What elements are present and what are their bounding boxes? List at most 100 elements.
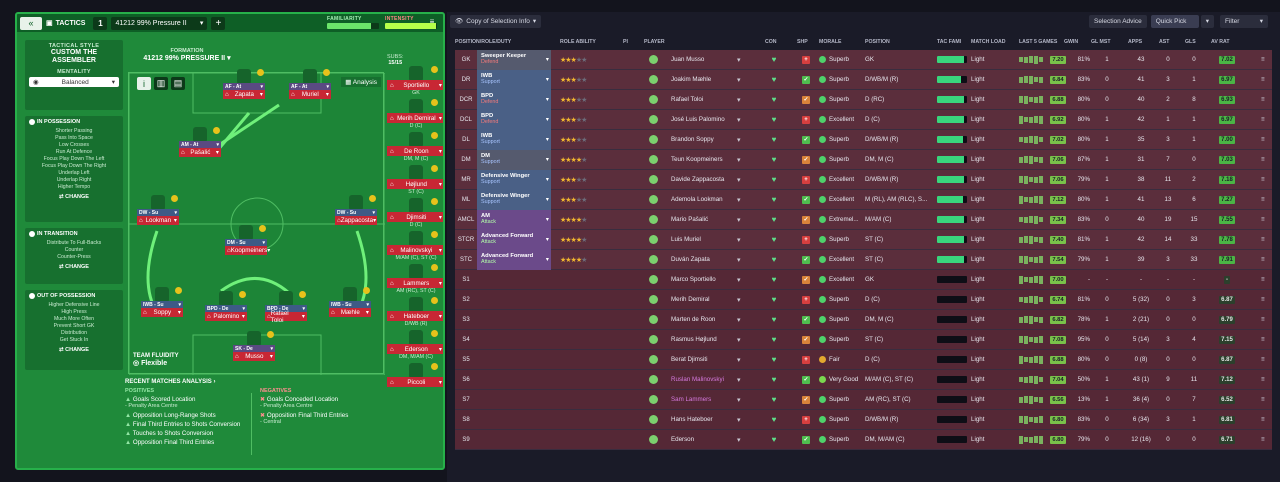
player-name[interactable]: Sam Lammers	[671, 396, 712, 403]
column-header[interactable]: POSITION	[865, 39, 890, 45]
player-name[interactable]: Rasmus Højlund	[671, 336, 717, 343]
player-name[interactable]: Joakim Mæhle	[671, 76, 712, 83]
chevron-down-icon[interactable]: ▾	[737, 196, 741, 204]
table-row[interactable]: DM DM Support ▾ ★★★★ ★ Teun Koopmeiners ▾ ♥ ✓ Supe…	[455, 149, 1272, 170]
role-duty-selector[interactable]: Defensive Winger Support ▾	[477, 189, 551, 210]
table-row[interactable]: GK Sweeper Keeper Defend ▾ ★★★ ★ ★ Juan Musso ▾ ♥…	[455, 50, 1272, 70]
row-menu-icon[interactable]: ≡	[1261, 316, 1265, 323]
column-header[interactable]: GWIN	[1064, 39, 1079, 45]
player-name[interactable]: Duván Zapata	[671, 256, 710, 263]
row-menu-icon[interactable]: ≡	[1261, 96, 1265, 103]
player-name[interactable]: Juan Musso	[671, 56, 705, 63]
row-menu-icon[interactable]: ≡	[1261, 76, 1265, 83]
formation-dropdown[interactable]: 41212 99% PRESSURE II ▾	[143, 55, 231, 62]
tactic-name-dropdown[interactable]: 41212 99% Pressure II ▾	[111, 16, 208, 30]
in-transition-change-button[interactable]: ⇄ CHANGE	[59, 264, 89, 270]
table-row[interactable]: S7 Sam Lammers ▾ ♥ ✓ Superb AM (RC), ST (C) Lig…	[455, 390, 1272, 410]
row-menu-icon[interactable]: ≡	[1261, 196, 1265, 203]
tactic-slot-number[interactable]: 1	[93, 16, 108, 30]
chevron-down-icon[interactable]: ▾	[737, 276, 741, 284]
column-header[interactable]: ROLE ABILITY	[560, 39, 596, 45]
pitch-player[interactable]: AM - At ▾ ⌂ Pašalić ▾	[179, 141, 221, 157]
row-menu-icon[interactable]: ≡	[1261, 416, 1265, 423]
row-menu-icon[interactable]: ≡	[1261, 256, 1265, 263]
quick-pick-button[interactable]: Quick Pick	[1150, 14, 1199, 28]
row-menu-icon[interactable]: ≡	[1261, 156, 1265, 163]
role-duty-selector[interactable]: Advanced Forward Attack ▾	[477, 229, 551, 250]
player-name[interactable]: Teun Koopmeiners	[671, 156, 723, 163]
in-possession-box[interactable]: IN POSSESSION Shorter Passing Pass Into S…	[25, 116, 123, 222]
pitch-player[interactable]: BPD - De ▾ ⌂ Palomino ▾	[205, 305, 247, 321]
row-menu-icon[interactable]: ≡	[1261, 276, 1265, 283]
column-header[interactable]: GL MST	[1091, 39, 1111, 45]
filter-dropdown[interactable]: Filter ▾	[1220, 14, 1268, 28]
chevron-down-icon[interactable]: ▾	[737, 256, 741, 264]
pitch-player[interactable]: IWB - Su ▾ ⌂ Soppy ▾	[141, 301, 183, 317]
chevron-down-icon[interactable]: ▾	[737, 316, 741, 324]
row-menu-icon[interactable]: ≡	[1261, 376, 1265, 383]
substitute-player[interactable]: ⌂ Djimsiti ▾ D (C)	[387, 212, 443, 228]
column-header[interactable]: PLAYER	[644, 39, 665, 45]
add-tactic-button[interactable]: +	[211, 16, 226, 30]
player-name[interactable]: José Luis Palomino	[671, 116, 725, 123]
table-row[interactable]: DCR BPD Defend ▾ ★★★ ★ ★ Rafael Toloi ▾ ♥ ✓ Superb D…	[455, 89, 1272, 110]
out-possession-change-button[interactable]: ⇄ CHANGE	[59, 347, 89, 353]
role-duty-selector[interactable]: BPD Defend ▾	[477, 109, 551, 130]
role-duty-selector[interactable]: IWB Support ▾	[477, 129, 551, 150]
table-row[interactable]: S5 Berat Djimsiti ▾ ♥ + Fair D (C) Light 6.88 80%…	[455, 350, 1272, 370]
chevron-down-icon[interactable]: ▾	[737, 156, 741, 164]
collapse-icon[interactable]: «	[20, 16, 42, 30]
pitch-player[interactable]: IWB - Su ▾ ⌂ Mæhle ▾	[329, 301, 371, 317]
pitch-player[interactable]: DW - Su ▾ ⌂ Zappacosta ▾	[335, 209, 377, 225]
player-name[interactable]: Marco Sportiello	[671, 276, 716, 283]
player-name[interactable]: Ruslan Malinovskyi	[671, 376, 724, 383]
player-name[interactable]: Marten de Roon	[671, 316, 716, 323]
table-row[interactable]: DL IWB Support ▾ ★★★ ★ ★ Brandon Soppy ▾ ♥ ✓ Superb…	[455, 129, 1272, 150]
substitute-player[interactable]: ⌂ Lammers ▾ AM (RC), ST (C)	[387, 278, 443, 294]
row-menu-icon[interactable]: ≡	[1261, 396, 1265, 403]
chevron-down-icon[interactable]: ▾	[737, 116, 741, 124]
pitch-player[interactable]: SK - De ▾ ⌂ Musso ▾	[233, 345, 275, 361]
chevron-down-icon[interactable]: ▾	[737, 436, 741, 444]
tactical-style-box[interactable]: TACTICAL STYLE CUSTOM THE ASSEMBLER MENT…	[25, 40, 123, 110]
column-header[interactable]: MATCH LOAD	[971, 39, 1006, 45]
chevron-down-icon[interactable]: ▾	[737, 136, 741, 144]
chevron-down-icon[interactable]: ▾	[737, 336, 741, 344]
table-row[interactable]: S1 Marco Sportiello ▾ ♥ ✓ Excellent GK Light 7.0…	[455, 270, 1272, 290]
chevron-down-icon[interactable]: ▾	[737, 216, 741, 224]
chevron-down-icon[interactable]: ▾	[737, 296, 741, 304]
role-duty-selector[interactable]: AM Attack ▾	[477, 209, 551, 230]
player-name[interactable]: Mario Pašalić	[671, 216, 709, 223]
table-row[interactable]: STC Advanced Forward Attack ▾ ★★★★ ★ Duván Zap…	[455, 249, 1272, 270]
role-duty-selector[interactable]: Sweeper Keeper Defend ▾	[477, 50, 551, 70]
substitute-player[interactable]: ⌂ Piccoli ▾	[387, 377, 443, 393]
chevron-down-icon[interactable]: ▾	[737, 236, 741, 244]
column-header[interactable]: LAST 5 GAMES	[1019, 39, 1058, 45]
role-duty-selector[interactable]: BPD Defend ▾	[477, 89, 551, 110]
analysis-button[interactable]: ▦ Analysis	[341, 77, 381, 87]
table-row[interactable]: MR Defensive Winger Support ▾ ★★★ ★ ★ Davide Za…	[455, 169, 1272, 190]
column-header[interactable]: AV RAT	[1211, 39, 1230, 45]
out-possession-box[interactable]: OUT OF POSSESSION Higher Defensive Line H…	[25, 290, 123, 370]
pitch-player[interactable]: DW - Su ▾ ⌂ Lookman ▾	[137, 209, 179, 225]
table-row[interactable]: S2 Merih Demiral ▾ ♥ + Superb D (C) Light 6.74 81…	[455, 290, 1272, 310]
column-header[interactable]: GLS	[1185, 39, 1196, 45]
table-row[interactable]: ML Defensive Winger Support ▾ ★★★ ★ ★ Ademola L…	[455, 189, 1272, 210]
player-name[interactable]: Brandon Soppy	[671, 136, 714, 143]
role-duty-selector[interactable]: DM Support ▾	[477, 149, 551, 170]
column-header[interactable]: SHP	[797, 39, 808, 45]
player-name[interactable]: Rafael Toloi	[671, 96, 704, 103]
role-duty-selector[interactable]: Advanced Forward Attack ▾	[477, 249, 551, 270]
table-row[interactable]: S4 Rasmus Højlund ▾ ♥ ✓ Superb ST (C) Light 7.08…	[455, 330, 1272, 350]
menu-icon[interactable]: ≡	[429, 17, 435, 26]
recent-matches-link[interactable]: RECENT MATCHES ANALYSIS ›	[125, 379, 216, 385]
row-menu-icon[interactable]: ≡	[1261, 356, 1265, 363]
in-possession-change-button[interactable]: ⇄ CHANGE	[59, 194, 89, 200]
table-row[interactable]: STCR Advanced Forward Attack ▾ ★★★★ ★ Luis Mur…	[455, 229, 1272, 250]
table-row[interactable]: S3 Marten de Roon ▾ ♥ ✓ Superb DM, M (C) Light 6…	[455, 310, 1272, 330]
substitute-player[interactable]: ⌂ Sportiello ▾ GK	[387, 80, 443, 96]
substitute-player[interactable]: ⌂ Malinovskyi ▾ M/AM (C), ST (C)	[387, 245, 443, 261]
pitch-player[interactable]: DM - Su ▾ ⌂ Koopmeiners ▾	[225, 239, 270, 255]
in-transition-box[interactable]: IN TRANSITION Distribute To Full-Backs Co…	[25, 228, 123, 284]
table-row[interactable]: S6 Ruslan Malinovskyi ▾ ♥ ✓ Very Good M/AM (C)…	[455, 370, 1272, 390]
